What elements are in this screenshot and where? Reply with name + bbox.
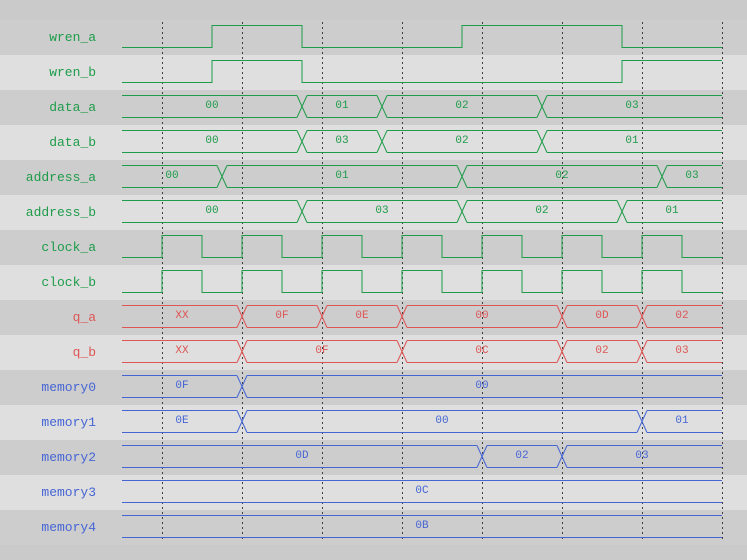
waveform-q_a: XX 0F 0E 00 0D 02 <box>122 305 722 328</box>
signal-row-clock_a <box>0 230 747 265</box>
waveform-memory4: 0B <box>122 515 722 538</box>
bus-value-label: 03 <box>635 450 648 462</box>
bus-value-label: 0F <box>315 345 328 357</box>
signal-name-memory2[interactable]: memory2 <box>41 450 96 465</box>
waveform-memory3: 0C <box>122 480 722 503</box>
waveform-wren_b <box>122 60 722 83</box>
bus-value-label: 0C <box>475 345 489 357</box>
bus-value-label: 01 <box>625 135 639 147</box>
signal-row-clock_b <box>0 265 747 300</box>
bus-value-label: 01 <box>675 415 689 427</box>
bus-value-label: 01 <box>665 205 679 217</box>
bus-value-label: 0E <box>355 310 369 322</box>
signal-name-clock_b[interactable]: clock_b <box>41 275 96 290</box>
bus-value-label: 02 <box>455 100 468 112</box>
bus-value-label: 00 <box>205 205 218 217</box>
waveform-data_b: 00 03 02 01 <box>122 130 722 153</box>
waveform-address_a: 00 01 02 03 <box>122 165 722 188</box>
signal-name-memory0[interactable]: memory0 <box>41 380 96 395</box>
signal-name-address_b[interactable]: address_b <box>25 205 96 220</box>
waveform-memory1: 0E 00 01 <box>122 410 722 433</box>
bus-value-label: 03 <box>675 345 688 357</box>
bus-value-label: 0B <box>415 520 429 532</box>
bus-value-label: 01 <box>335 170 349 182</box>
bus-value-label: 0D <box>295 450 309 462</box>
bus-value-label: 02 <box>455 135 468 147</box>
waveform-clock_b <box>122 270 722 293</box>
bus-value-label: 0F <box>175 380 188 392</box>
waveform-q_b: XX 0F 0C 02 03 <box>122 340 722 363</box>
bus-value-label: 01 <box>335 100 349 112</box>
bus-value-label: 00 <box>165 170 178 182</box>
signal-name-memory4[interactable]: memory4 <box>41 520 96 535</box>
bus-value-label: XX <box>175 310 189 322</box>
bus-value-label: 00 <box>435 415 448 427</box>
bus-value-label: 03 <box>625 100 638 112</box>
bus-value-label: 00 <box>475 380 488 392</box>
waveform-address_b: 00 03 02 01 <box>122 200 722 223</box>
signal-name-q_b[interactable]: q_b <box>72 345 96 360</box>
bus-value-label: 02 <box>515 450 528 462</box>
bus-value-label: 0D <box>595 310 609 322</box>
bus-value-label: 02 <box>675 310 688 322</box>
waveform-memory0: 0F 00 <box>122 375 722 398</box>
bus-value-label: 0E <box>175 415 189 427</box>
signal-name-clock_a[interactable]: clock_a <box>41 240 96 255</box>
bus-value-label: 02 <box>555 170 568 182</box>
bus-value-label: XX <box>175 345 189 357</box>
bus-value-label: 00 <box>475 310 488 322</box>
bus-value-label: 03 <box>375 205 388 217</box>
signal-name-wren_b[interactable]: wren_b <box>49 65 96 80</box>
bus-value-label: 0C <box>415 485 429 497</box>
signal-name-data_a[interactable]: data_a <box>49 100 96 115</box>
waveform-clock_a <box>122 235 722 258</box>
signal-name-wren_a[interactable]: wren_a <box>49 30 96 45</box>
bus-value-label: 0F <box>275 310 288 322</box>
signal-name-q_a[interactable]: q_a <box>72 310 96 325</box>
waveform-memory2: 0D 02 03 <box>122 445 722 468</box>
bus-value-label: 02 <box>595 345 608 357</box>
signal-name-data_b[interactable]: data_b <box>49 135 96 150</box>
bus-value-label: 00 <box>205 100 218 112</box>
signal-name-memory1[interactable]: memory1 <box>41 415 96 430</box>
bus-value-label: 03 <box>335 135 348 147</box>
signal-name-address_a[interactable]: address_a <box>25 170 96 185</box>
waveform-data_a: 00 01 02 03 <box>122 95 722 118</box>
waveform-wren_a <box>122 25 722 48</box>
signal-name-memory3[interactable]: memory3 <box>41 485 96 500</box>
bus-value-label: 03 <box>685 170 698 182</box>
bus-value-label: 00 <box>205 135 218 147</box>
bus-value-label: 02 <box>535 205 548 217</box>
